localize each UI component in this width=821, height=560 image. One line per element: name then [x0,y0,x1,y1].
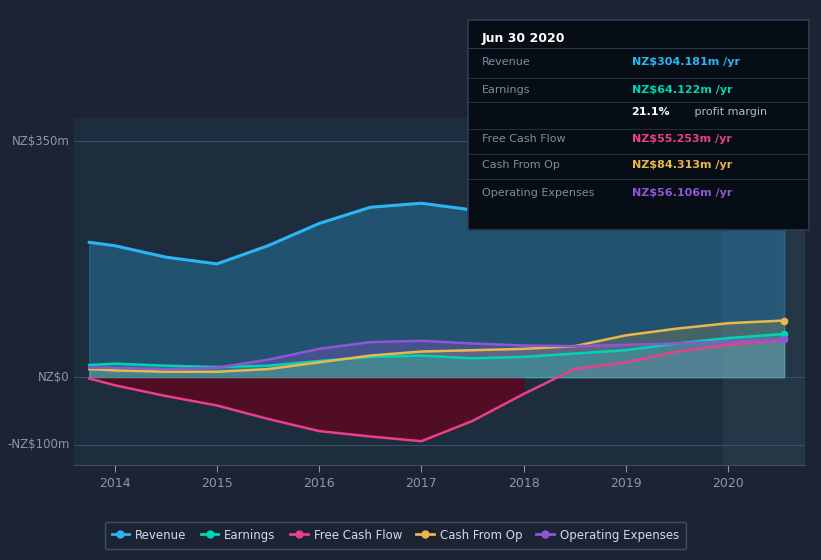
Text: NZ$350m: NZ$350m [12,135,70,148]
Text: Revenue: Revenue [482,58,530,67]
Text: NZ$84.313m /yr: NZ$84.313m /yr [631,160,732,170]
Text: Jun 30 2020: Jun 30 2020 [482,32,565,45]
Text: profit margin: profit margin [691,107,768,116]
Text: Free Cash Flow: Free Cash Flow [482,134,565,144]
Text: NZ$0: NZ$0 [38,371,70,384]
Text: NZ$56.106m /yr: NZ$56.106m /yr [631,188,732,198]
Text: NZ$304.181m /yr: NZ$304.181m /yr [631,58,740,67]
Legend: Revenue, Earnings, Free Cash Flow, Cash From Op, Operating Expenses: Revenue, Earnings, Free Cash Flow, Cash … [104,522,686,549]
Text: Earnings: Earnings [482,85,530,95]
Text: Operating Expenses: Operating Expenses [482,188,594,198]
Text: NZ$55.253m /yr: NZ$55.253m /yr [631,134,732,144]
Text: 21.1%: 21.1% [631,107,670,116]
Text: -NZ$100m: -NZ$100m [7,438,70,451]
Text: Cash From Op: Cash From Op [482,160,559,170]
Text: NZ$64.122m /yr: NZ$64.122m /yr [631,85,732,95]
Bar [722,118,805,465]
